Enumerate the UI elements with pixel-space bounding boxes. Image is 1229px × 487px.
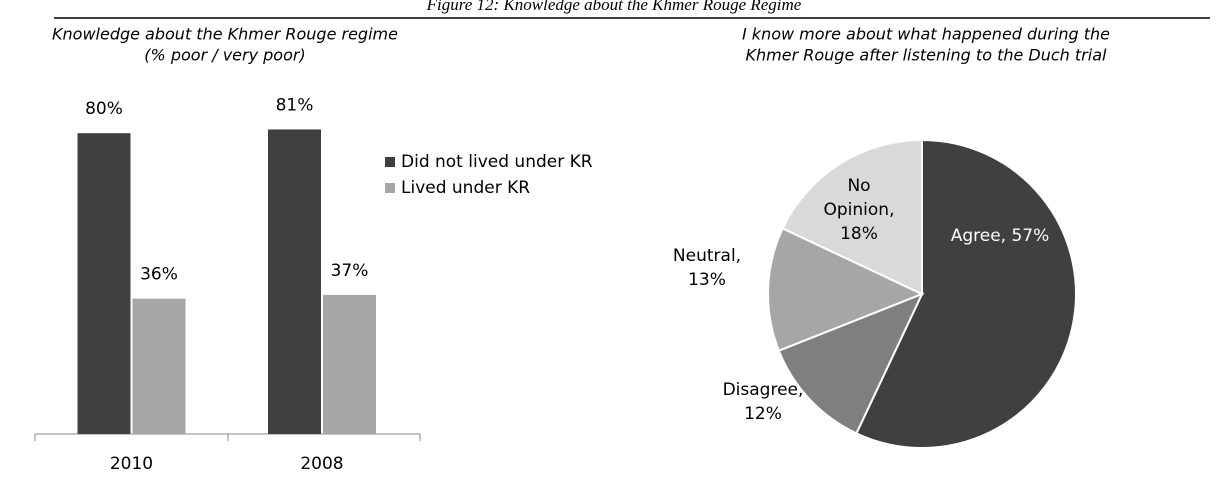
data-label: 81% — [276, 95, 314, 115]
bar-title: Knowledge about the Khmer Rouge regime — [52, 25, 398, 44]
bar — [268, 129, 321, 434]
caption: Figure 12: Knowledge about the Khmer Rou… — [426, 0, 802, 14]
x-tick-label: 2010 — [110, 454, 153, 474]
legend-label: Did not lived under KR — [401, 152, 593, 172]
pie-slice — [777, 292, 924, 435]
bar — [323, 294, 376, 434]
legend-swatch — [385, 183, 395, 193]
data-label: 36% — [140, 265, 178, 285]
pie-title: I know more about what happened during t… — [742, 25, 1110, 44]
pie-subtitle: Khmer Rouge after listening to the Duch … — [746, 46, 1107, 65]
data-label: 80% — [85, 99, 123, 119]
bar — [132, 298, 186, 434]
bar-subtitle: (% poor / very poor) — [144, 46, 305, 65]
slice-label: Agree, 57% — [950, 226, 1050, 246]
data-label: 37% — [331, 261, 369, 281]
bar — [77, 133, 131, 434]
x-tick-label: 2008 — [300, 454, 343, 474]
pie-slice — [767, 227, 925, 352]
legend-swatch — [385, 157, 395, 167]
slice-label: Disagree, 12% — [722, 380, 804, 424]
slice-label: Neutral, 13% — [672, 246, 742, 290]
legend-label: Lived under KR — [401, 178, 530, 198]
pie-slice — [855, 138, 1077, 449]
slice-label: No Opinion, 18% — [823, 176, 895, 244]
pie-slice — [781, 138, 923, 296]
